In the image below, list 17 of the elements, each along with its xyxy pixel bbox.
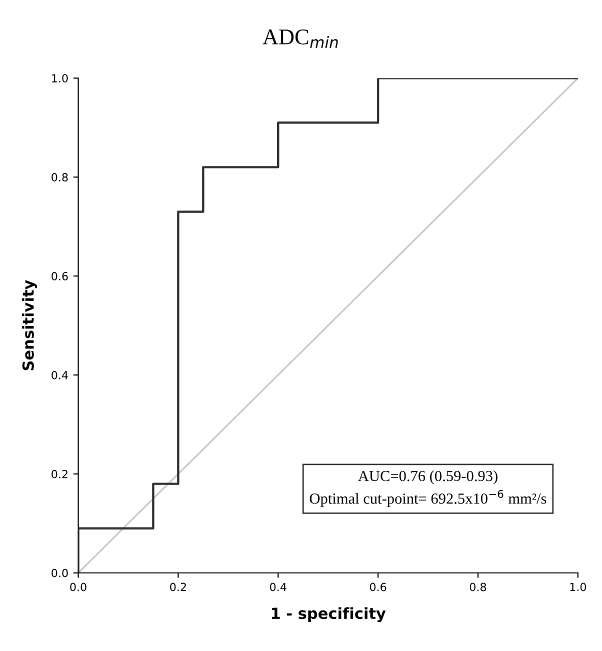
x-tick-label: 0.0: [70, 582, 86, 592]
y-tick-label: 0.8: [52, 173, 68, 182]
y-tick-label: 1.0: [52, 74, 68, 82]
annotation: Optimal cut-point= 692.5x10$^{−6}$ mm²/s: [310, 490, 546, 507]
y-tick-label: 0.4: [52, 370, 68, 380]
x-tick-label: 0.2: [170, 582, 186, 592]
annotation: AUC=0.76 (0.59-0.93): [358, 470, 498, 484]
y-tick-label: 0.0: [52, 568, 68, 578]
y-tick-label: 0.2: [52, 470, 68, 478]
x-tick-label: 1.0: [570, 582, 586, 592]
x-tick-label: 0.6: [370, 582, 386, 592]
y-axis-title: Sensitivity: [22, 280, 37, 370]
chart-title: ADC$_{min}$: [262, 30, 338, 48]
x-tick-label: 0.8: [470, 582, 486, 592]
y-tick-label: 0.6: [52, 272, 68, 280]
x-axis-title: 1 - specificity: [272, 607, 386, 622]
x-tick-label: 0.4: [270, 582, 286, 592]
